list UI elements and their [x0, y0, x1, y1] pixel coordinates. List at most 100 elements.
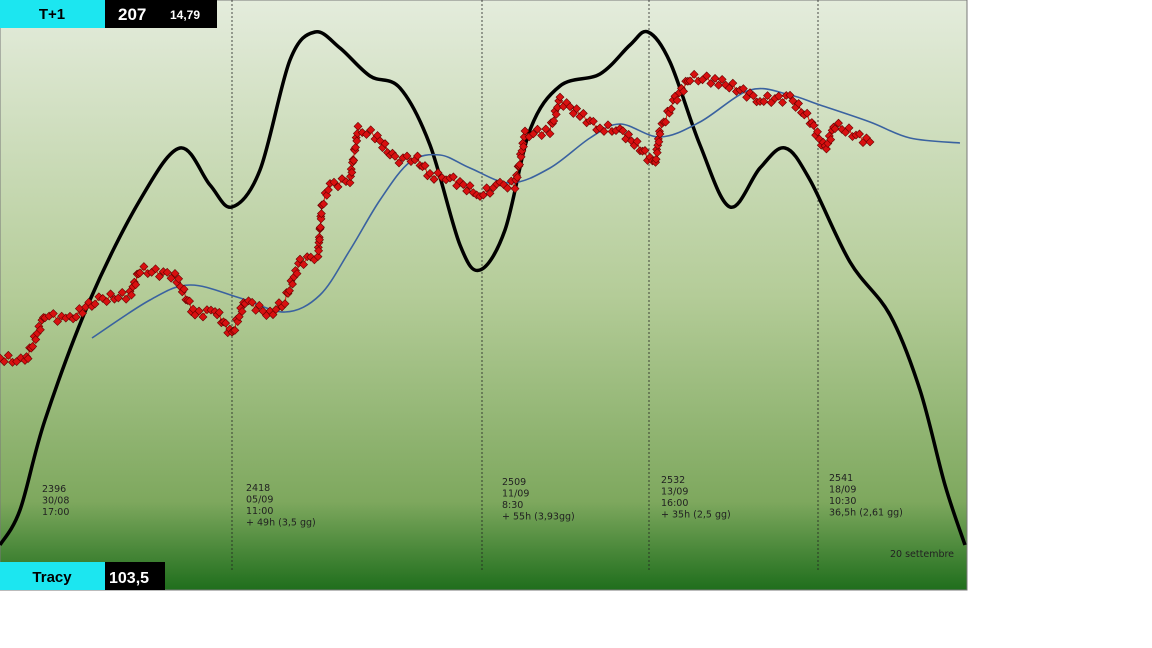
- red-marker: [485, 188, 495, 198]
- red-marker: [155, 272, 164, 282]
- red-marker: [844, 123, 854, 133]
- red-marker: [394, 158, 404, 168]
- red-marker: [661, 117, 671, 127]
- red-marker: [174, 274, 184, 284]
- red-marker: [271, 305, 281, 314]
- red-marker: [425, 168, 435, 178]
- red-marker: [351, 142, 360, 152]
- red-marker: [551, 109, 561, 119]
- red-marker: [53, 317, 62, 326]
- red-marker: [666, 104, 676, 114]
- red-marker: [323, 185, 333, 195]
- red-marker: [541, 124, 551, 134]
- red-marker: [717, 74, 727, 84]
- plot-area: [0, 0, 968, 591]
- red-marker: [685, 76, 695, 86]
- red-marker: [337, 174, 347, 184]
- annotation-line: 16:00: [661, 498, 688, 509]
- red-marker: [316, 214, 326, 224]
- red-marker: [482, 183, 492, 193]
- red-marker: [624, 129, 633, 139]
- red-marker: [237, 307, 247, 316]
- red-marker: [420, 161, 430, 171]
- red-marker: [809, 121, 819, 130]
- red-marker: [724, 83, 734, 93]
- red-marker: [652, 148, 662, 158]
- red-marker: [689, 69, 699, 79]
- red-marker: [672, 95, 682, 105]
- annotation-line: 13/09: [661, 487, 688, 498]
- red-marker: [555, 92, 565, 102]
- footer-value: 103,5: [109, 570, 149, 587]
- red-marker: [35, 325, 45, 335]
- annotation-line: + 49h (3,5 gg): [246, 518, 316, 529]
- red-marker: [3, 350, 13, 360]
- annotation-line: + 35h (2,5 gg): [661, 510, 731, 521]
- red-marker: [131, 280, 141, 290]
- red-marker: [745, 88, 755, 98]
- red-marker: [71, 312, 81, 322]
- red-marker: [78, 308, 87, 318]
- red-marker: [90, 299, 100, 309]
- red-marker: [510, 184, 520, 194]
- red-marker: [333, 182, 343, 192]
- red-marker: [651, 154, 661, 164]
- red-marker: [549, 116, 559, 126]
- annotation-line: 2396: [42, 484, 66, 495]
- footer-label-box: [0, 562, 105, 590]
- annotation-line: 11:00: [246, 506, 273, 517]
- red-marker: [292, 269, 302, 279]
- annotation-line: 36,5h (2,61 gg): [829, 508, 903, 519]
- footer-label: Tracy: [32, 569, 72, 586]
- red-marker: [728, 78, 738, 88]
- red-marker: [113, 293, 123, 303]
- red-marker: [179, 284, 189, 294]
- red-marker: [478, 190, 488, 200]
- red-marker: [837, 124, 847, 134]
- red-marker: [0, 353, 5, 363]
- red-marker: [31, 335, 41, 344]
- red-marker: [632, 137, 642, 146]
- red-marker: [520, 126, 530, 136]
- red-marker: [458, 180, 468, 190]
- red-marker: [57, 311, 67, 321]
- annotation-line: 17:00: [42, 507, 69, 518]
- red-marker: [280, 299, 290, 309]
- red-marker: [362, 130, 371, 139]
- red-marker: [106, 289, 115, 299]
- annotation-line: 2532: [661, 475, 685, 486]
- red-marker: [429, 174, 439, 184]
- red-marker: [763, 91, 772, 101]
- red-marker: [702, 71, 712, 81]
- red-marker: [139, 262, 149, 271]
- red-marker: [528, 129, 538, 139]
- red-marker: [802, 108, 812, 118]
- annotation-line: 2509: [502, 477, 526, 488]
- red-marker: [352, 136, 362, 146]
- red-marker: [519, 142, 528, 151]
- red-marker: [375, 136, 385, 146]
- red-marker: [748, 91, 758, 101]
- annotation-line: 2418: [246, 483, 270, 494]
- red-marker: [102, 297, 112, 307]
- red-marker: [251, 305, 261, 315]
- red-marker: [288, 279, 297, 289]
- red-marker: [170, 269, 180, 278]
- header-value: 207: [118, 5, 146, 24]
- red-marker: [390, 151, 400, 161]
- red-marker: [28, 341, 38, 351]
- red-marker: [345, 178, 355, 188]
- red-marker: [865, 137, 875, 147]
- annotation-line: + 55h (3,93gg): [502, 512, 575, 523]
- red-marker: [516, 152, 526, 162]
- annotation-line: 18/09: [829, 485, 856, 496]
- red-marker: [714, 80, 723, 90]
- red-marker: [322, 190, 332, 200]
- red-marker: [706, 79, 716, 88]
- red-marker: [380, 139, 390, 149]
- header-value-box: [105, 0, 217, 28]
- red-marker: [329, 177, 339, 187]
- red-marker: [774, 91, 784, 101]
- red-marker: [285, 286, 294, 296]
